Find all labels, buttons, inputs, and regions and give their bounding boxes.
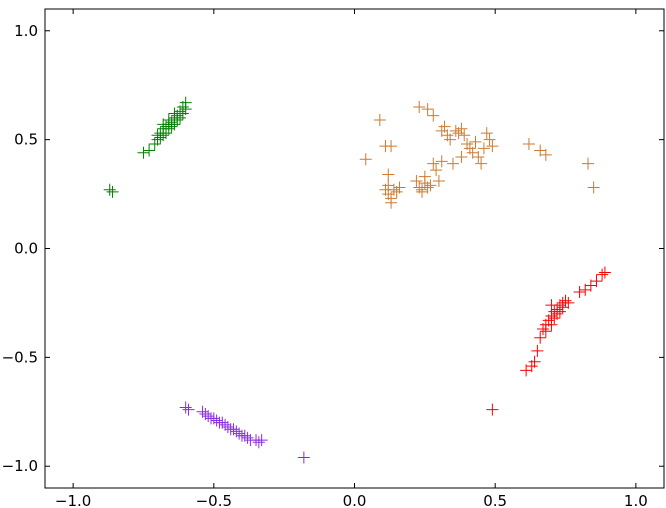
series-1-point-16	[410, 175, 423, 188]
series-1-point-10	[393, 181, 406, 194]
series-2-point-27	[596, 268, 609, 281]
series-3-point-1	[182, 403, 195, 416]
series-1-point-11	[382, 179, 395, 192]
axis-ticks	[45, 9, 664, 488]
x-tick-label-1: −0.5	[196, 492, 232, 508]
series-2-point-22	[545, 299, 558, 312]
series-1-point-24	[427, 157, 440, 170]
series-1-point-13	[413, 100, 426, 113]
series-1-point-44	[483, 133, 496, 146]
plot-marks	[103, 96, 611, 464]
series-1-point-40	[472, 151, 485, 164]
series-1-point-31	[446, 157, 459, 170]
series-1-point-51	[582, 157, 595, 170]
series-3-point-7	[210, 414, 223, 427]
series-1-point-12	[385, 196, 398, 209]
series-1-point-41	[475, 157, 488, 170]
series-2-point-20	[559, 294, 572, 307]
series-2-point-21	[562, 296, 575, 309]
series-1-point-1	[373, 114, 386, 127]
x-tick-label-3: 0.5	[483, 492, 507, 508]
series-0-point-25	[179, 96, 192, 109]
series-0-point-0	[103, 183, 116, 196]
y-tick-label-3: 0.5	[14, 131, 38, 149]
x-tick-label-4: 1.0	[624, 492, 648, 508]
x-tick-label-0: −1.0	[55, 492, 91, 508]
series-2-point-0	[486, 403, 499, 416]
series-1-point-22	[418, 170, 431, 183]
series-1-point-46	[435, 155, 448, 168]
series-1-point-50	[539, 148, 552, 161]
series-1-point-34	[455, 122, 468, 135]
series-1-point-43	[480, 127, 493, 140]
series-0-point-28	[162, 114, 175, 127]
series-1-point-23	[416, 185, 429, 198]
series-1-point-0	[359, 153, 372, 166]
series-1-point-42	[477, 142, 490, 155]
series-0-point-2	[137, 146, 150, 159]
x-axis-tick-labels: −1.0 −0.5 0.0 0.5 1.0	[55, 492, 648, 508]
series-1-point-28	[438, 120, 451, 133]
series-2-point-11	[545, 318, 558, 331]
series-1-point-4	[385, 140, 398, 153]
series-3-point-23	[297, 451, 310, 464]
series-1-point-47	[455, 151, 468, 164]
y-tick-label-2: 0.0	[14, 240, 38, 258]
series-1-point-14	[421, 103, 434, 116]
series-3-point-18	[241, 431, 254, 444]
y-tick-label-1: −0.5	[2, 348, 38, 366]
series-1-point-26	[432, 175, 445, 188]
series-3-point-15	[233, 427, 246, 440]
series-3-point-22	[255, 434, 268, 447]
series-3-point-0	[179, 401, 192, 414]
x-tick-label-2: 0.0	[343, 492, 367, 508]
series-1-point-3	[382, 168, 395, 181]
series-0-point-26	[151, 129, 164, 142]
plot-frame	[44, 8, 665, 489]
series-1-point-30	[444, 133, 457, 146]
series-0-point-1	[106, 185, 119, 198]
series-1-point-21	[424, 179, 437, 192]
series-1-point-32	[449, 124, 462, 137]
series-2-point-3	[528, 355, 541, 368]
series-2-point-4	[531, 344, 544, 357]
y-axis-tick-labels: −1.0 −0.5 0.0 0.5 1.0	[2, 22, 38, 475]
series-2-point-26	[590, 275, 603, 288]
series-3-point-4	[202, 410, 215, 423]
series-1-point-35	[458, 129, 471, 142]
series-3-point-11	[221, 421, 234, 434]
series-1-point-45	[486, 140, 499, 153]
series-1-point-48	[522, 137, 535, 150]
series-3-point-21	[252, 436, 265, 449]
series-2-point-15	[551, 307, 564, 320]
y-tick-label-4: 1.0	[14, 22, 38, 40]
series-1-point-15	[427, 109, 440, 122]
series-2-point-28	[598, 266, 611, 279]
series-0-point-3	[143, 144, 156, 157]
series-2-point-23	[573, 286, 586, 299]
series-1-point-52	[587, 181, 600, 194]
y-tick-label-0: −1.0	[2, 457, 38, 475]
series-2-point-5	[534, 331, 547, 344]
series-1-point-39	[469, 135, 482, 148]
series-1-point-25	[430, 164, 443, 177]
series-0-point-29	[168, 107, 181, 120]
